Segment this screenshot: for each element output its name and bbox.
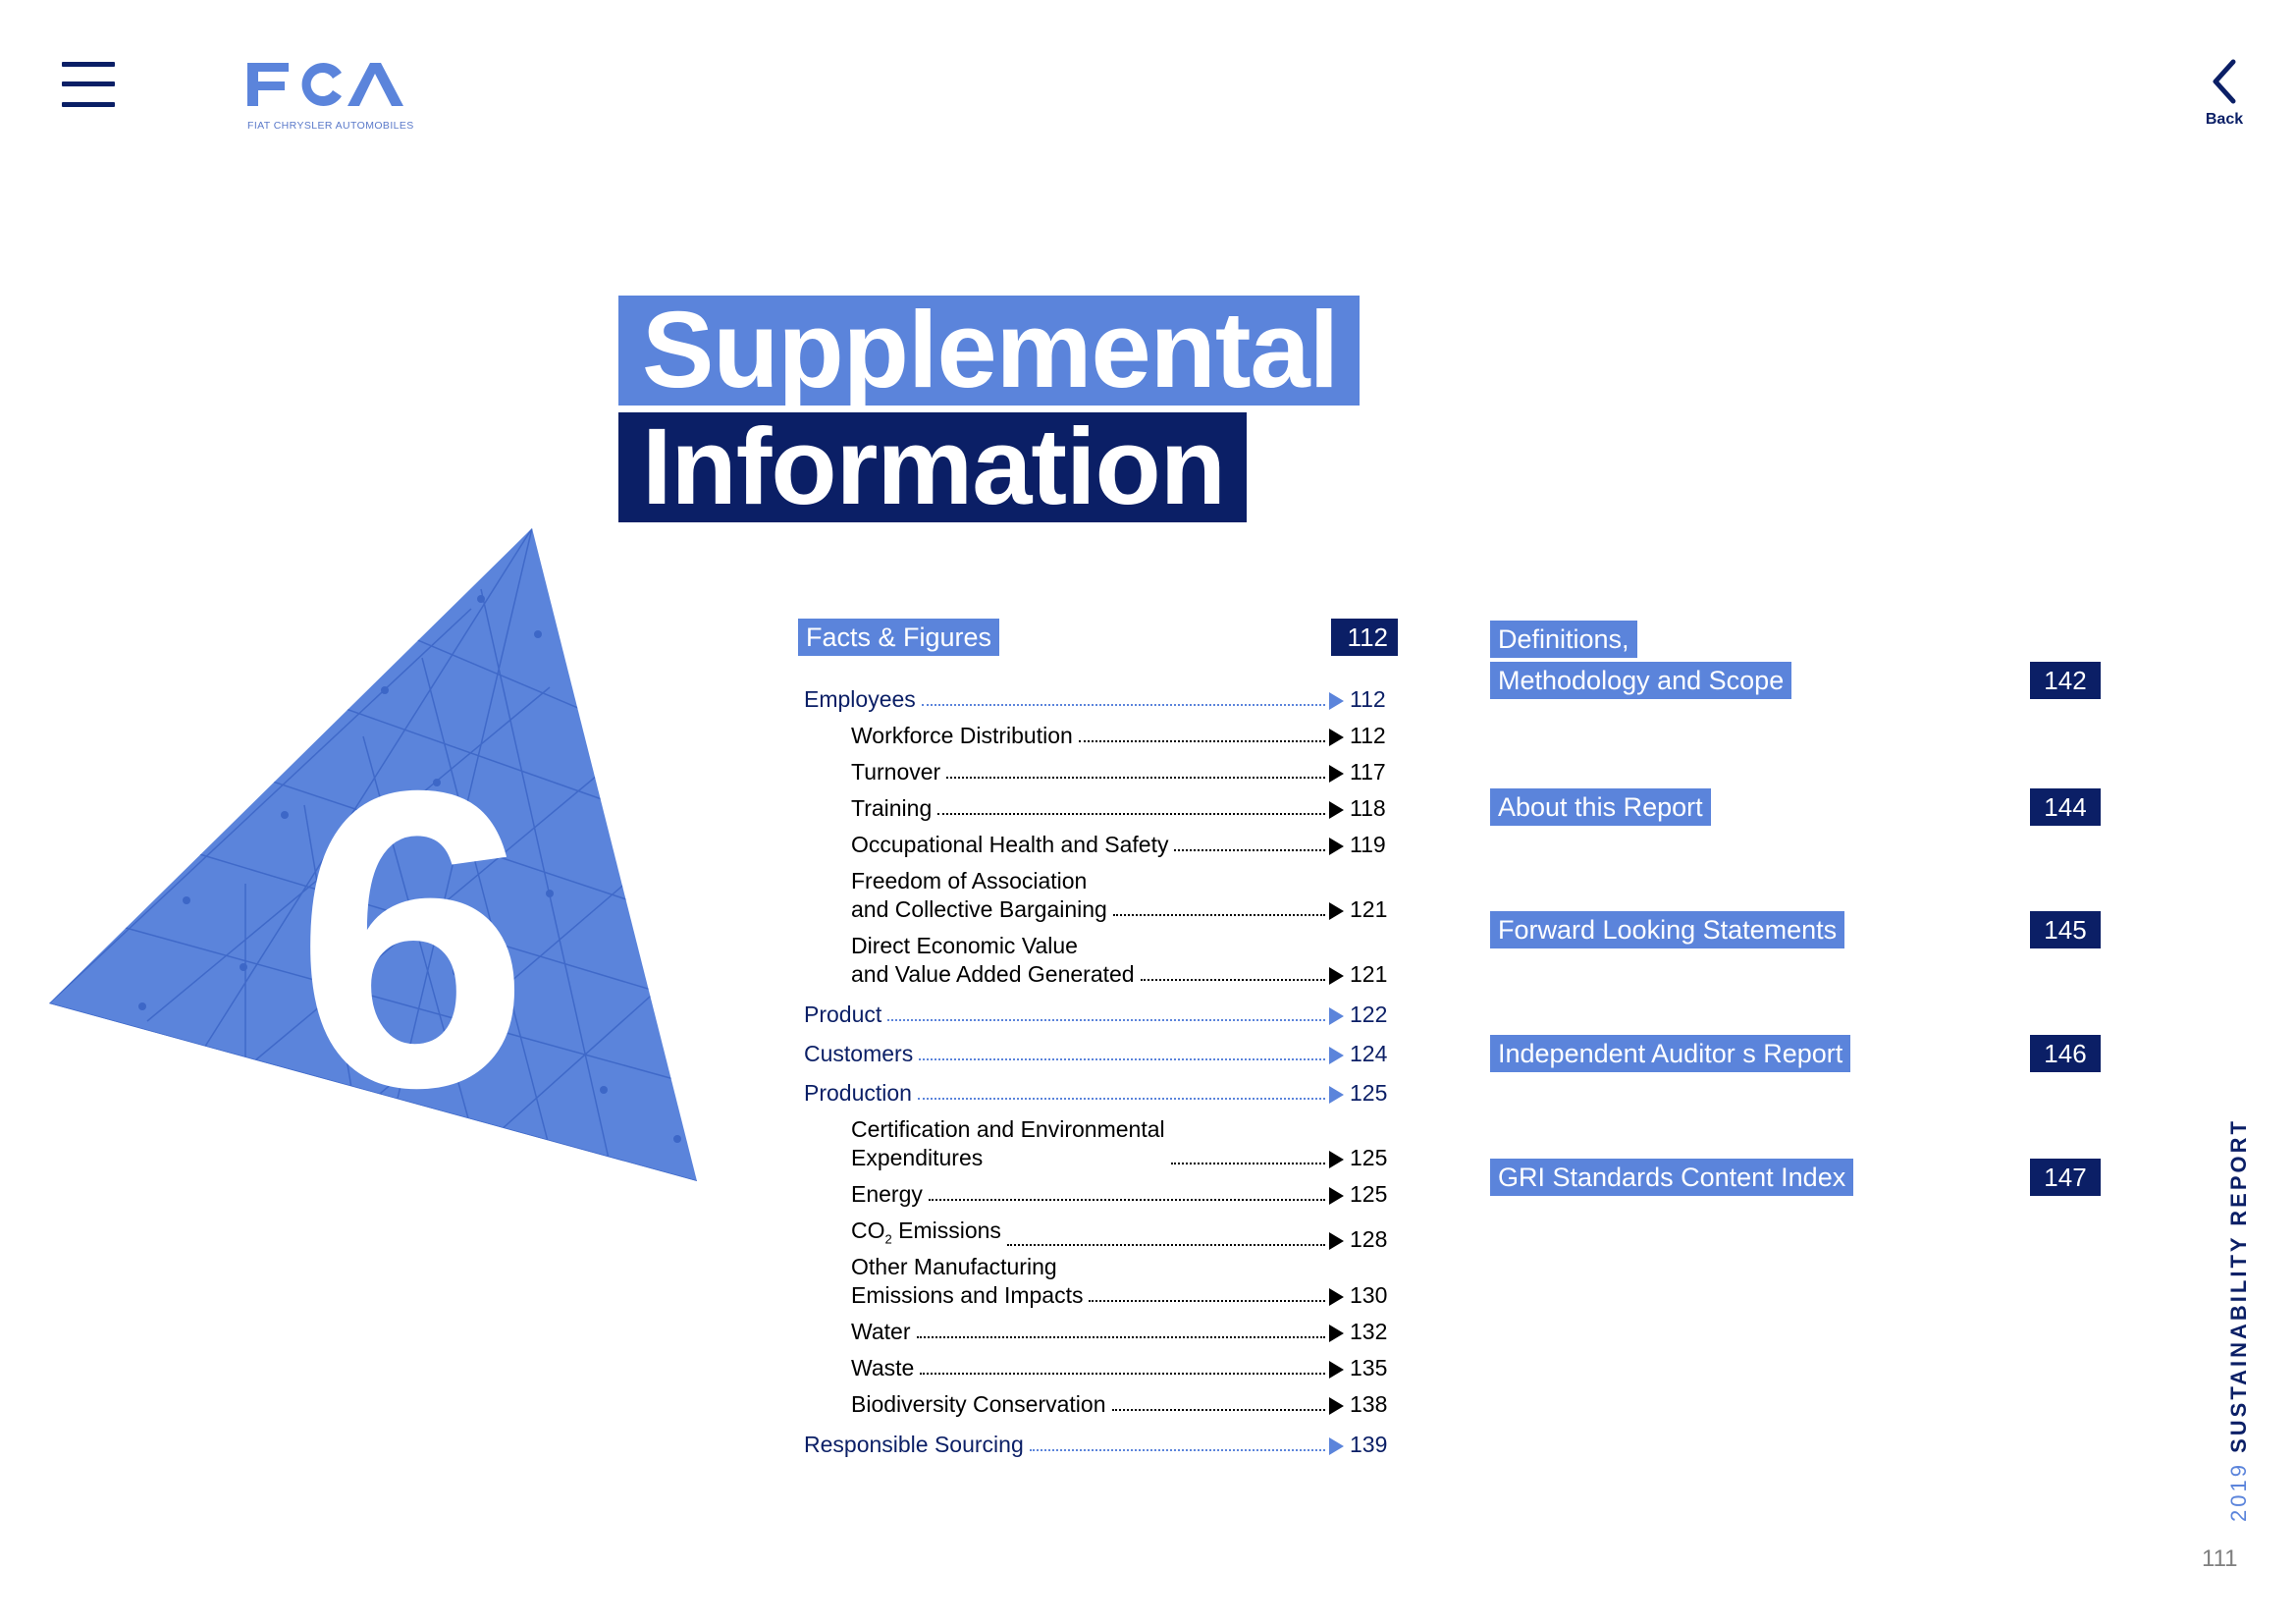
toc-definitions-line1[interactable]: Definitions, xyxy=(1490,621,1637,658)
toc-forward-looking-statements[interactable]: Forward Looking Statements xyxy=(1490,911,1845,948)
toc-definitions-page[interactable]: 142 xyxy=(2030,662,2101,699)
toc-independent-auditors-report-page[interactable]: 146 xyxy=(2030,1035,2101,1072)
logo-subtext: FIAT CHRYSLER AUTOMOBILES xyxy=(247,120,414,132)
chapter-number: 6 xyxy=(294,704,529,1175)
toc-item-biodiversity-conservation[interactable]: Biodiversity Conservation 138 xyxy=(851,1391,1388,1417)
toc-item-freedom-of-association[interactable]: Freedom of Association and Collective Bar… xyxy=(851,868,1388,922)
facts-figures-heading[interactable]: Facts & Figures xyxy=(798,619,1000,656)
toc-item-workforce-distribution[interactable]: Workforce Distribution 112 xyxy=(851,723,1386,748)
back-button[interactable]: Back xyxy=(2185,59,2264,129)
toc-item-water[interactable]: Water 132 xyxy=(851,1319,1388,1344)
chapter-triangle-graphic: 6 xyxy=(49,528,697,1181)
toc-about-this-report[interactable]: About this Report xyxy=(1490,788,1711,826)
toc-definitions-line2[interactable]: Methodology and Scope xyxy=(1490,662,1792,699)
toc-item-energy[interactable]: Energy 125 xyxy=(851,1181,1388,1207)
toc-item-direct-economic-value[interactable]: Direct Economic Value and Value Added Gen… xyxy=(851,933,1388,987)
toc-item-certification-environmental[interactable]: Certification and Environmental Expenditu… xyxy=(851,1116,1388,1170)
facts-figures-page[interactable]: 112 xyxy=(1331,619,1398,656)
hamburger-menu-icon[interactable] xyxy=(62,62,115,107)
triangle-shape xyxy=(49,528,697,1181)
toc-item-responsible-sourcing[interactable]: Responsible Sourcing 139 xyxy=(804,1432,1388,1457)
report-year: 2019 xyxy=(2226,1462,2251,1522)
fca-logo-mark xyxy=(247,63,403,107)
toc-item-customers[interactable]: Customers 124 xyxy=(804,1041,1388,1066)
title-line-2: Information xyxy=(618,412,1247,522)
toc-item-co2-emissions[interactable]: CO2 Emissions 128 xyxy=(851,1218,1388,1252)
sustainability-report-side-label: 2019 SUSTAINABILITY REPORT xyxy=(2226,1118,2252,1522)
toc-item-training[interactable]: Training 118 xyxy=(851,795,1386,821)
toc-item-product[interactable]: Product 122 xyxy=(804,1001,1388,1027)
toc-gri-standards-content-index[interactable]: GRI Standards Content Index xyxy=(1490,1159,1854,1196)
toc-item-employees[interactable]: Employees 112 xyxy=(804,686,1386,712)
toc-about-this-report-page[interactable]: 144 xyxy=(2030,788,2101,826)
toc-item-occupational-health-safety[interactable]: Occupational Health and Safety 119 xyxy=(851,832,1386,857)
fca-logo: FIAT CHRYSLER AUTOMOBILES xyxy=(245,59,442,132)
toc-item-waste[interactable]: Waste 135 xyxy=(851,1355,1388,1380)
toc-independent-auditors-report[interactable]: Independent Auditor s Report xyxy=(1490,1035,1851,1072)
triangle-mesh xyxy=(49,528,697,1181)
chevron-left-icon xyxy=(2213,59,2236,104)
report-name: SUSTAINABILITY REPORT xyxy=(2226,1118,2251,1453)
toc-item-production[interactable]: Production 125 xyxy=(804,1080,1388,1106)
title-line-1: Supplemental xyxy=(618,296,1361,406)
back-label: Back xyxy=(2205,111,2244,128)
toc-gri-standards-content-index-page[interactable]: 147 xyxy=(2030,1159,2101,1196)
toc-item-other-manufacturing-emissions[interactable]: Other Manufacturing Emissions and Impacts… xyxy=(851,1254,1388,1308)
toc-forward-looking-statements-page[interactable]: 145 xyxy=(2030,911,2101,948)
page-number: 111 xyxy=(2202,1545,2238,1572)
toc-item-turnover[interactable]: Turnover 117 xyxy=(851,759,1386,785)
